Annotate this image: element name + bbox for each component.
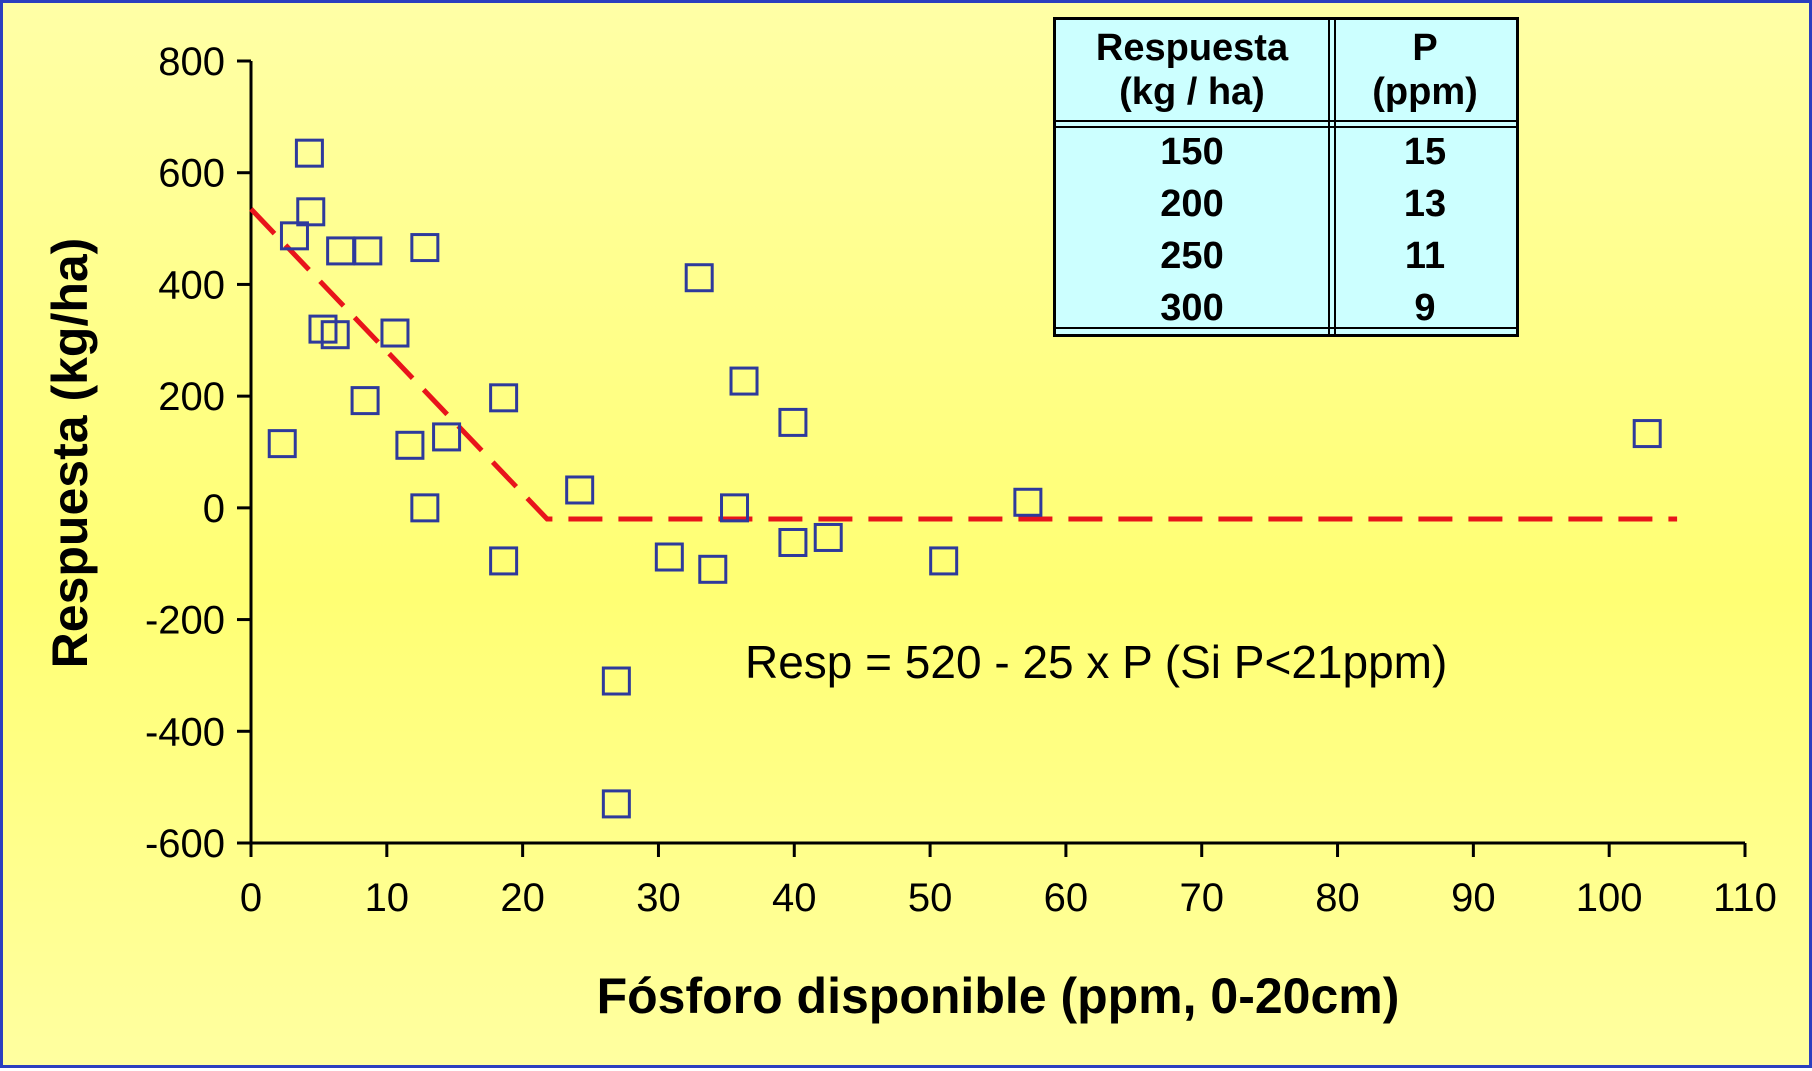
data-point [410,493,440,523]
data-point [296,197,326,227]
y-tick-label: -600 [145,822,225,866]
data-point [565,475,595,505]
table-cell-p: 15 [1403,131,1447,173]
data-point [294,138,324,168]
table-header-respuesta-line2: (kg / ha) [1119,71,1265,113]
fit-line-layer [249,207,1678,522]
table-header-respuesta: Respuesta (kg / ha) [1056,26,1328,114]
table-header-divider [1056,120,1516,128]
data-point [1013,487,1043,517]
data-point [929,546,959,576]
x-tick-label: 20 [500,876,545,920]
table-cell-respuesta: 150 [1160,131,1224,173]
x-tick-label: 110 [1713,876,1777,920]
x-tick-label: 10 [365,876,410,920]
table-header-p: P (ppm) [1334,26,1516,114]
x-tick-label: 60 [1044,876,1089,920]
y-tick-label: -200 [145,599,225,643]
y-tick-label: 800 [158,40,225,84]
x-tick-label: 40 [772,876,817,920]
y-tick-label: 600 [158,152,225,196]
data-point [489,383,519,413]
data-point [1632,419,1662,449]
x-tick-label: 50 [908,876,953,920]
data-point [778,527,808,557]
axes: -600 -400 -200 0 200 400 600 800 0 10 20 30 40 50 60 70… [145,40,1777,920]
data-point [395,430,425,460]
table-cell-p: 13 [1403,183,1447,225]
y-tick-label: 200 [158,375,225,419]
x-axis-title: Fósforo disponible (ppm, 0-20cm) [597,968,1400,1024]
points-layer [267,138,1662,819]
data-point [432,422,462,452]
data-point [698,554,728,584]
y-tick-label: -400 [145,710,225,754]
data-point [267,429,297,459]
table-cell-p: 11 [1404,235,1446,277]
table-cell-respuesta: 300 [1160,287,1224,329]
data-point [684,263,714,293]
x-tick-label: 0 [240,876,262,920]
data-point [353,236,383,266]
fit-line [249,207,1678,522]
table-cell-respuesta: 200 [1160,183,1224,225]
fit-equation-annotation: Resp = 520 - 25 x P (Si P<21ppm) [745,636,1447,688]
table-column-divider [1328,20,1336,334]
data-point [380,318,410,348]
data-point [326,236,356,266]
y-tick-label: 0 [203,487,225,531]
table-cell-respuesta: 250 [1160,235,1224,277]
y-axis-title: Respuesta (kg/ha) [42,238,98,669]
data-point [601,666,631,696]
scatter-chart: -600 -400 -200 0 200 400 600 800 0 10 20 30 40 50 60 70… [42,40,1777,1024]
table-bottom-rule [1056,327,1516,332]
data-point [279,221,309,251]
table-header-respuesta-line1: Respuesta [1095,27,1289,69]
x-tick-label: 30 [636,876,681,920]
data-point [778,407,808,437]
data-point [601,789,631,819]
data-point [813,522,843,552]
x-tick-label: 100 [1576,876,1643,920]
table-cell-p: 9 [1414,287,1436,329]
table-header-p-line1: P [1412,27,1438,69]
data-point [729,366,759,396]
x-tick-label: 90 [1451,876,1496,920]
y-tick-label: 400 [158,263,225,307]
data-point [654,542,684,572]
response-table: Respuesta (kg / ha) P (ppm) 150 15 200 1… [1053,17,1519,337]
x-tick-label: 80 [1315,876,1360,920]
data-point [720,493,750,523]
data-point [410,233,440,263]
table-header-p-line2: (ppm) [1372,71,1478,113]
data-point [320,320,350,350]
data-point [489,546,519,576]
x-tick-label: 70 [1179,876,1224,920]
data-point [350,386,380,416]
